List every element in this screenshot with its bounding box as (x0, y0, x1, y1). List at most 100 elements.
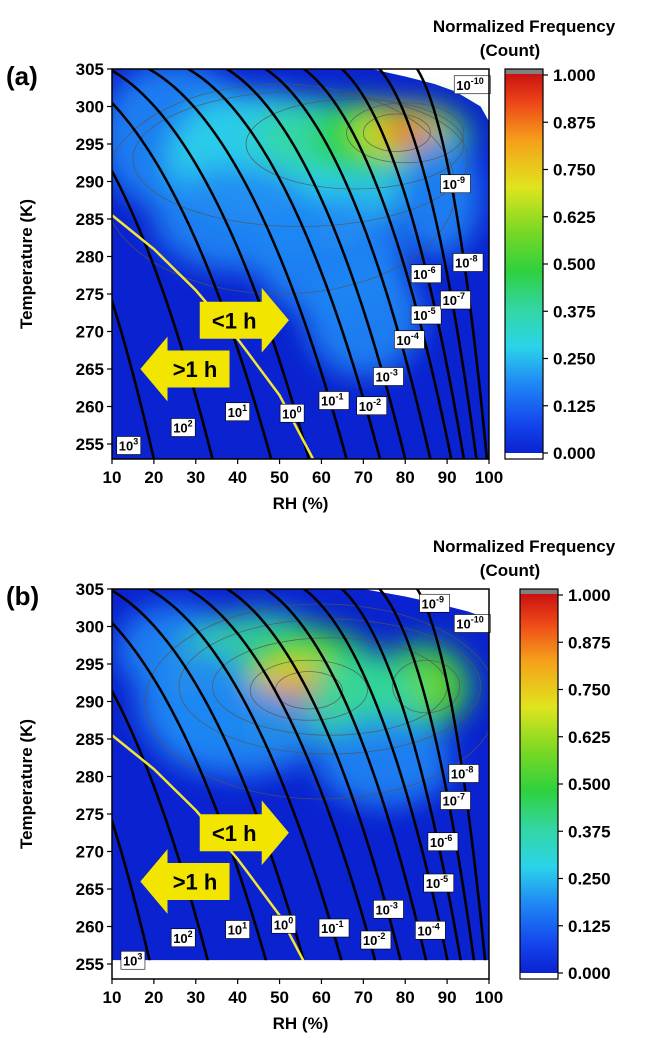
y-axis-label: Temperature (K) (17, 199, 36, 329)
contour-label-base: 10 (426, 876, 440, 891)
contour-label-base: 10 (123, 953, 137, 968)
contour-label-base: 10 (413, 267, 427, 282)
density-contours (112, 83, 469, 295)
density-blob (137, 649, 255, 754)
contour-label-box (394, 330, 425, 350)
arrow-shape (199, 800, 289, 866)
x-tick-label: 70 (354, 988, 373, 1007)
contour-label: 10-4 (394, 330, 425, 350)
lifetime-contour-line (146, 589, 348, 979)
contour-label-box (170, 418, 196, 437)
y-axis: 255 260 265 270 275 280 285 290 295 300 305 Tempera… (17, 580, 112, 974)
contour-label-exponent: -9 (436, 594, 444, 604)
contour-label-text: 10-9 (422, 594, 444, 611)
contour-label: 10-1 (318, 391, 350, 410)
plot-frame (111, 588, 490, 980)
colorbar-tick-label: 1.000 (553, 66, 596, 85)
lifetime-contour-line (377, 69, 478, 459)
contour-label: 10-8 (448, 764, 480, 783)
contour-label-text: 10-6 (430, 833, 452, 850)
contour-label-text: 100 (274, 915, 293, 932)
contour-label-exponent: -1 (335, 392, 343, 402)
contour-label-box (225, 402, 250, 422)
y-tick-label: 280 (76, 248, 104, 267)
contour-label-base: 10 (282, 406, 296, 421)
x-tick-label: 40 (228, 468, 247, 487)
contour-label-box (453, 75, 491, 95)
y-tick-label: 255 (76, 435, 104, 454)
y-tick-label: 300 (76, 618, 104, 637)
colorbar-under-swatch (520, 973, 558, 979)
lifetime-contour-line (112, 69, 311, 459)
contour-label-exponent: 0 (288, 915, 293, 925)
contour-label-box (318, 391, 350, 410)
annotation-text: >1 h (173, 870, 218, 895)
contour-label-box (170, 928, 196, 948)
colorbar-title: (Count) (480, 561, 540, 580)
lifetime-contour-line (112, 101, 273, 459)
contour-label-base: 10 (375, 370, 389, 385)
contour-label-base: 10 (442, 177, 456, 192)
lifetime-contour-line (377, 589, 478, 979)
lifetime-contour-line (224, 589, 407, 979)
contour-label: 10-10 (453, 614, 491, 633)
y-tick-label: 260 (76, 918, 104, 937)
colorbar: Normalized Frequency (Count) 1.000 0.875 0.7… (433, 17, 616, 463)
colorbar-tick-label: 0.250 (553, 350, 596, 369)
colorbar-tick-label: 0.375 (568, 822, 611, 841)
contour-label-base: 10 (173, 421, 187, 436)
y-tick-label: 260 (76, 398, 104, 417)
lifetime-contour-line (112, 621, 273, 979)
y-tick-label: 300 (76, 98, 104, 117)
annotation-text: <1 h (212, 308, 257, 333)
y-tick-label: 295 (76, 135, 104, 154)
contour-label-box (373, 367, 404, 386)
y-tick-label: 275 (76, 805, 104, 824)
contour-label: 10-2 (356, 396, 388, 416)
contour-label: 10-5 (423, 873, 455, 893)
contour-label-text: 10-8 (455, 254, 477, 271)
annotation-arrow: >1 h (140, 336, 230, 402)
density-blob (304, 256, 422, 377)
contour-label-box (360, 930, 392, 950)
contour-label-exponent: -8 (465, 765, 473, 775)
lifetime-contour-line (263, 589, 432, 979)
colorbar-tick-label: 0.750 (553, 161, 596, 180)
panel-label: (a) (6, 61, 38, 91)
contour-label-base: 10 (359, 399, 373, 414)
contour-ring (362, 113, 431, 152)
contour-label-exponent: 3 (137, 951, 142, 961)
colorbar-tick-label: 0.000 (553, 444, 596, 463)
contour-label: 10-9 (440, 174, 471, 194)
arrow-shape (140, 849, 230, 914)
colorbar-under-swatch (505, 453, 543, 459)
contour-ring (178, 618, 482, 755)
contour-label-box (440, 174, 471, 194)
colorbar-tick-label: 0.125 (553, 397, 596, 416)
contour-label-box (318, 918, 350, 938)
density-blob (317, 716, 452, 807)
contour-label: 10-3 (373, 899, 404, 919)
annotation-arrow: <1 h (199, 800, 289, 866)
x-tick-label: 20 (144, 468, 163, 487)
contour-label-text: 10-3 (375, 368, 397, 385)
x-tick-label: 70 (354, 468, 373, 487)
contour-label-exponent: -5 (428, 306, 436, 316)
lifetime-contour-line (112, 296, 156, 459)
colorbar-title: (Count) (480, 41, 540, 60)
contour-label-box (440, 791, 471, 810)
colorbar-tick-label: 1.000 (568, 586, 611, 605)
contour-label-text: 10-3 (375, 900, 397, 917)
colorbar-tick-label: 0.500 (553, 255, 596, 274)
contour-label-box (427, 832, 459, 852)
contour-label-text: 10-9 (442, 175, 464, 192)
contour-label-text: 101 (228, 403, 247, 420)
y-tick-label: 270 (76, 843, 104, 862)
contour-label: 10-1 (318, 918, 350, 938)
colorbar-tick-label: 0.000 (568, 964, 611, 983)
contour-label-text: 10-2 (363, 931, 385, 948)
contour-label-text: 102 (173, 419, 192, 436)
x-tick-label: 60 (312, 468, 331, 487)
x-tick-label: 30 (186, 988, 205, 1007)
